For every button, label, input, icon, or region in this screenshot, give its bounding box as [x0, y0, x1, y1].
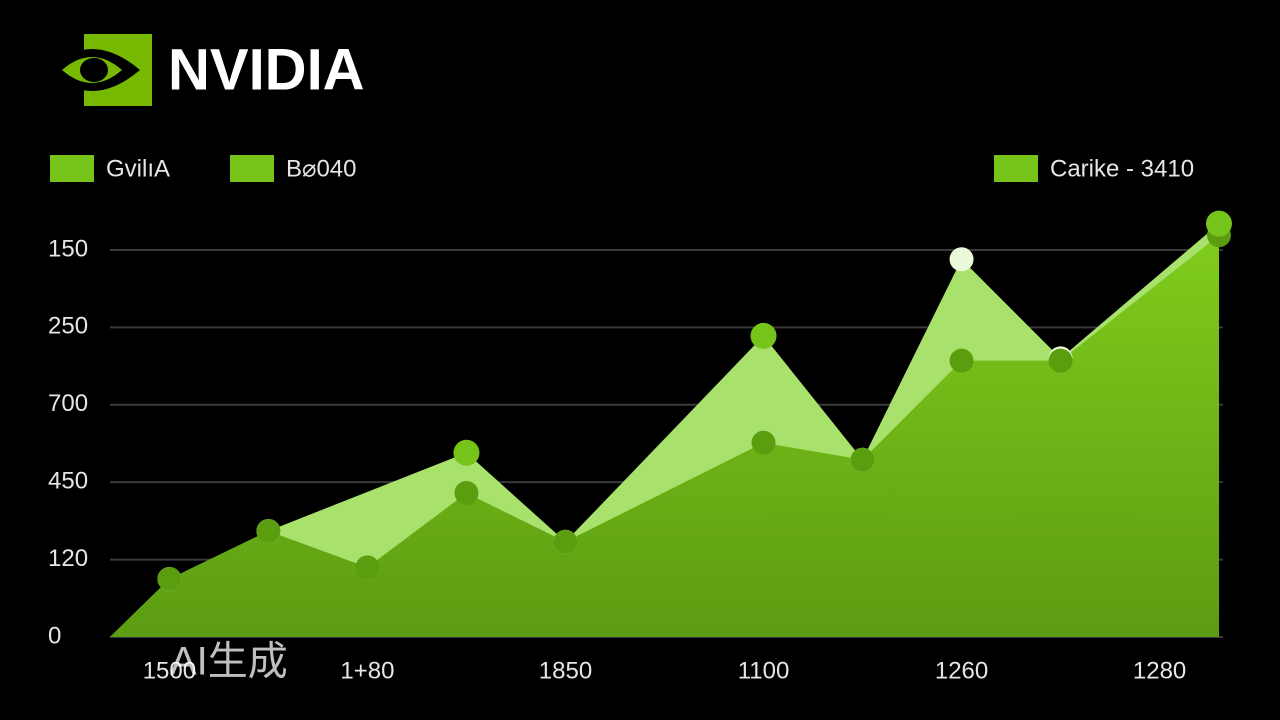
x-tick-label: 1850 — [539, 657, 592, 684]
y-tick-label: 150 — [48, 235, 88, 262]
legend-label: Carike - 3410 — [1050, 155, 1194, 182]
point — [553, 529, 578, 554]
point — [949, 247, 974, 272]
y-tick-label: 0 — [48, 622, 61, 649]
x-tick-label: 1500 — [143, 657, 196, 684]
point — [256, 518, 281, 543]
legend-swatch — [230, 155, 274, 182]
point — [355, 555, 380, 580]
legend-label: B⌀040 — [286, 155, 357, 182]
legend-swatch — [994, 155, 1038, 182]
point — [454, 481, 479, 506]
logo-text: NVIDIA — [168, 37, 365, 102]
y-tick-label: 120 — [48, 545, 88, 572]
point — [850, 447, 875, 472]
point — [157, 566, 182, 591]
legend-label: GvilıA — [106, 155, 170, 182]
point — [1048, 348, 1073, 373]
logo-mark — [48, 34, 152, 106]
point — [751, 430, 776, 455]
x-tick-label: 1+80 — [340, 657, 394, 684]
y-tick-label: 700 — [48, 390, 88, 417]
area — [110, 235, 1219, 637]
point — [1206, 210, 1232, 237]
y-tick-label: 250 — [48, 313, 88, 340]
watermark: AI生成 — [170, 640, 288, 684]
x-tick-label: 1260 — [935, 657, 988, 684]
x-tick-label: 1280 — [1133, 657, 1186, 684]
x-tick-label: 1100 — [738, 657, 790, 684]
point — [949, 348, 974, 373]
point — [453, 439, 480, 466]
point — [750, 322, 777, 349]
legend-swatch — [50, 155, 94, 182]
y-tick-label: 450 — [48, 468, 88, 495]
